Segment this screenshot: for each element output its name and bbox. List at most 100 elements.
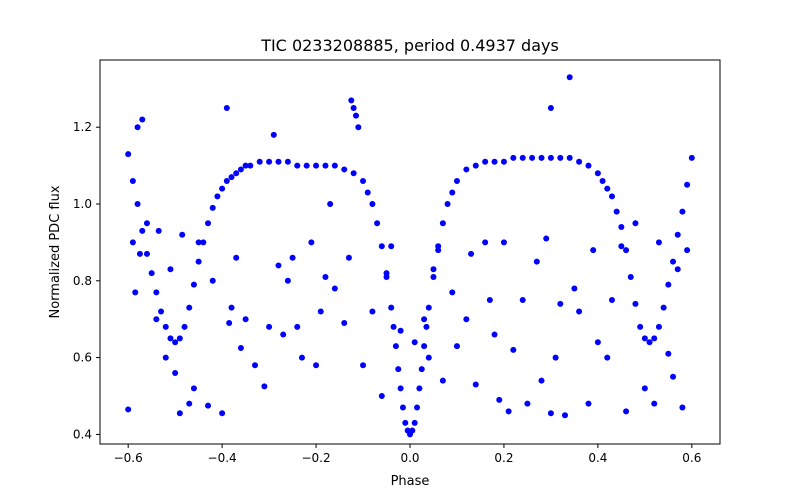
data-point bbox=[275, 158, 282, 165]
data-point bbox=[390, 323, 397, 330]
data-point bbox=[453, 343, 460, 350]
data-point bbox=[618, 243, 625, 250]
data-point bbox=[242, 316, 249, 323]
data-point bbox=[341, 320, 348, 327]
data-point bbox=[350, 105, 357, 111]
data-point bbox=[158, 308, 165, 315]
data-point bbox=[226, 320, 233, 327]
data-point bbox=[392, 343, 399, 350]
data-point bbox=[167, 335, 174, 342]
data-point bbox=[214, 193, 221, 200]
data-point bbox=[132, 289, 139, 296]
data-point bbox=[148, 270, 155, 277]
data-point bbox=[167, 266, 174, 273]
data-point bbox=[129, 177, 136, 184]
data-point bbox=[618, 224, 625, 231]
data-point bbox=[576, 308, 583, 315]
data-point bbox=[298, 354, 305, 361]
data-point bbox=[538, 154, 545, 161]
data-point bbox=[425, 354, 432, 361]
data-point bbox=[482, 239, 489, 246]
data-point bbox=[345, 254, 352, 261]
data-point bbox=[684, 181, 691, 188]
data-point bbox=[623, 247, 630, 254]
data-point bbox=[430, 273, 437, 280]
y-tick-label: 1.0 bbox=[73, 197, 92, 211]
y-axis-label: Normalized PDC flux bbox=[48, 185, 63, 318]
data-point bbox=[395, 366, 402, 373]
data-point bbox=[317, 308, 324, 315]
data-point bbox=[500, 158, 507, 165]
data-point bbox=[233, 254, 240, 261]
data-point bbox=[472, 162, 479, 169]
data-point bbox=[252, 362, 258, 369]
data-point bbox=[179, 231, 186, 238]
data-point bbox=[125, 406, 132, 413]
y-tick-label: 0.6 bbox=[73, 351, 92, 365]
y-tick-label: 0.4 bbox=[73, 427, 92, 441]
data-point bbox=[397, 385, 404, 392]
data-point bbox=[388, 243, 395, 250]
data-point bbox=[679, 208, 686, 215]
data-point bbox=[585, 162, 592, 169]
data-point bbox=[247, 162, 254, 169]
data-point bbox=[195, 239, 202, 246]
data-point bbox=[266, 323, 273, 330]
data-point bbox=[439, 220, 446, 227]
data-point bbox=[646, 339, 653, 346]
data-point bbox=[233, 170, 240, 177]
data-point bbox=[136, 250, 143, 257]
data-point bbox=[491, 158, 498, 165]
data-point bbox=[322, 162, 329, 169]
data-point bbox=[125, 151, 132, 158]
data-point bbox=[280, 331, 287, 338]
data-point bbox=[519, 297, 526, 303]
data-point bbox=[510, 154, 517, 161]
data-point bbox=[510, 346, 517, 353]
data-point bbox=[651, 335, 658, 342]
data-point bbox=[529, 154, 536, 161]
data-point bbox=[181, 323, 188, 330]
data-point bbox=[416, 385, 423, 392]
data-point bbox=[543, 235, 550, 242]
data-point bbox=[641, 335, 648, 342]
data-point bbox=[331, 162, 338, 169]
data-point bbox=[143, 220, 150, 227]
data-point bbox=[418, 366, 425, 373]
data-point bbox=[242, 162, 249, 169]
data-point bbox=[284, 158, 291, 165]
x-axis: −0.6 −0.4 −0.2 0.0 0.2 0.4 0.6 bbox=[114, 444, 701, 465]
data-point bbox=[486, 297, 493, 303]
data-point bbox=[679, 404, 686, 411]
data-point bbox=[186, 400, 193, 407]
data-point bbox=[665, 281, 672, 288]
data-point bbox=[176, 335, 183, 342]
data-point bbox=[655, 239, 662, 246]
data-point bbox=[571, 285, 578, 292]
data-point bbox=[670, 258, 677, 265]
data-point bbox=[209, 277, 216, 284]
data-point bbox=[388, 304, 395, 311]
data-point bbox=[237, 166, 244, 173]
y-tick-label: 1.2 bbox=[73, 120, 92, 134]
data-point bbox=[409, 427, 416, 434]
data-point bbox=[566, 74, 573, 81]
data-point bbox=[275, 262, 282, 269]
data-point bbox=[637, 323, 644, 330]
y-tick-label: 0.8 bbox=[73, 274, 92, 288]
data-point bbox=[547, 105, 554, 111]
data-point bbox=[414, 404, 421, 411]
data-point bbox=[190, 385, 197, 392]
data-point bbox=[219, 185, 226, 192]
data-point bbox=[143, 250, 150, 257]
data-point bbox=[599, 177, 606, 184]
data-point bbox=[482, 158, 489, 165]
x-axis-label: Phase bbox=[391, 474, 430, 489]
data-point bbox=[423, 323, 430, 330]
data-point bbox=[435, 247, 442, 254]
data-point bbox=[195, 258, 202, 265]
data-point bbox=[313, 162, 320, 169]
data-point bbox=[590, 247, 597, 254]
